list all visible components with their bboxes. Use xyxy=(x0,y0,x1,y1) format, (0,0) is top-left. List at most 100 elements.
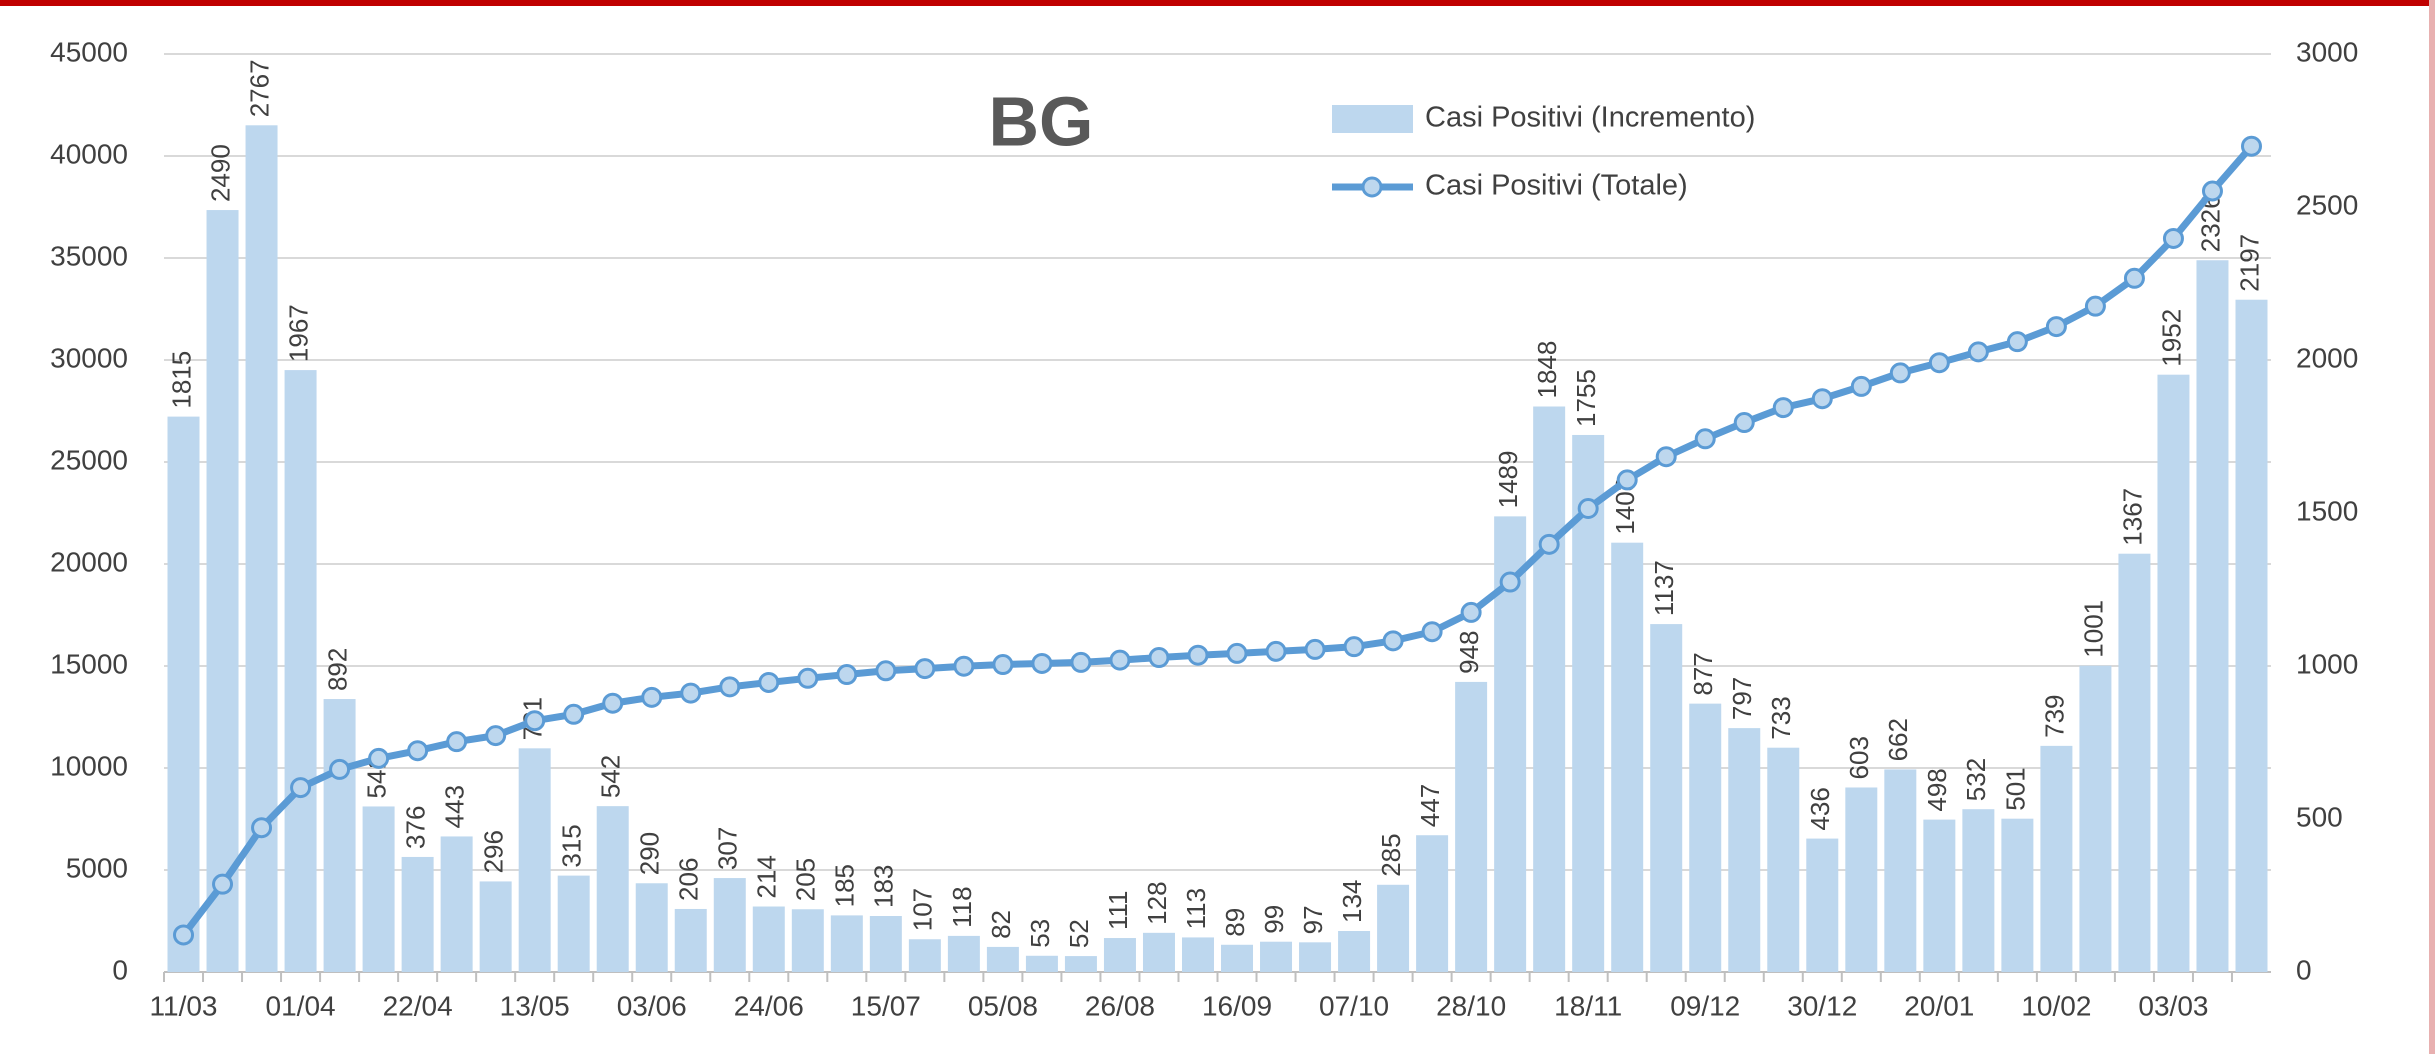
data-label: 205 xyxy=(791,858,821,901)
line-marker xyxy=(329,758,351,780)
line-marker xyxy=(836,664,858,686)
data-label: 1755 xyxy=(1571,369,1601,427)
data-label: 290 xyxy=(635,832,665,875)
line-marker xyxy=(1499,571,1521,593)
bar xyxy=(1806,838,1839,972)
line-marker xyxy=(2084,295,2106,317)
data-label: 2767 xyxy=(244,59,274,117)
line-marker xyxy=(1226,642,1248,664)
line-marker xyxy=(2123,267,2145,289)
bar xyxy=(2118,553,2151,972)
data-label: 1489 xyxy=(1493,451,1523,509)
bar xyxy=(1884,769,1917,972)
bar xyxy=(1338,930,1371,972)
data-label: 107 xyxy=(908,888,938,931)
legend-swatch xyxy=(1332,105,1413,133)
data-label: 948 xyxy=(1454,631,1484,674)
bar xyxy=(479,881,512,972)
data-label: 447 xyxy=(1415,784,1445,827)
bar xyxy=(791,909,824,972)
bar xyxy=(1455,681,1488,972)
data-label: 376 xyxy=(400,806,430,849)
bar xyxy=(206,210,239,972)
data-label: 498 xyxy=(1922,768,1952,811)
data-label: 739 xyxy=(2039,694,2069,737)
y-tick-label: 45000 xyxy=(50,36,128,67)
line-marker xyxy=(407,740,429,762)
data-label: 214 xyxy=(752,855,782,898)
bar xyxy=(1377,884,1410,972)
bar xyxy=(284,370,317,972)
line-marker xyxy=(1811,388,1833,410)
data-label: 315 xyxy=(557,824,587,867)
bar xyxy=(1260,941,1293,972)
bar xyxy=(908,939,941,972)
line-marker xyxy=(953,655,975,677)
line-marker xyxy=(914,658,936,680)
x-tick-label: 10/02 xyxy=(2021,990,2091,1021)
bar xyxy=(1650,624,1683,972)
data-label: 118 xyxy=(947,886,977,927)
line-marker xyxy=(1655,446,1677,468)
x-tick-label: 01/04 xyxy=(266,990,336,1021)
data-label: 1137 xyxy=(1649,560,1679,616)
x-tick-label: 03/03 xyxy=(2138,990,2208,1021)
data-label: 134 xyxy=(1337,880,1367,923)
data-label: 89 xyxy=(1220,908,1250,937)
line-marker xyxy=(1850,375,1872,397)
line-marker xyxy=(1538,533,1560,555)
data-label: 1848 xyxy=(1532,341,1562,399)
data-label: 206 xyxy=(674,858,704,901)
y2-tick-label: 500 xyxy=(2296,801,2343,832)
line-marker xyxy=(1187,644,1209,666)
line-marker xyxy=(1070,651,1092,673)
x-tick-label: 22/04 xyxy=(383,990,453,1021)
line-marker xyxy=(680,682,702,704)
bar xyxy=(167,416,200,972)
line-marker xyxy=(1304,638,1326,660)
y-tick-label: 10000 xyxy=(50,750,128,781)
y2-tick-label: 3000 xyxy=(2296,36,2358,67)
bar xyxy=(2040,745,2073,972)
bar xyxy=(1533,406,1566,973)
data-label: 1967 xyxy=(283,304,313,362)
line-marker xyxy=(2006,331,2028,353)
data-label: 307 xyxy=(713,827,743,870)
bar xyxy=(1416,835,1449,972)
line-marker xyxy=(1889,362,1911,384)
line-marker xyxy=(2162,227,2184,249)
legend-label: Casi Positivi (Incremento) xyxy=(1425,102,1755,134)
bar xyxy=(2235,299,2268,972)
line-marker xyxy=(1616,469,1638,491)
line-marker xyxy=(485,725,507,747)
y-tick-label: 30000 xyxy=(50,342,128,373)
data-label: 97 xyxy=(1298,905,1328,934)
line-marker xyxy=(875,660,897,682)
y-tick-label: 5000 xyxy=(66,852,128,883)
bar xyxy=(401,856,434,972)
y-tick-label: 40000 xyxy=(50,138,128,169)
bar xyxy=(1572,434,1605,973)
x-tick-label: 18/11 xyxy=(1554,990,1622,1021)
bar xyxy=(1142,932,1175,972)
bar xyxy=(1064,956,1097,972)
data-label: 436 xyxy=(1805,787,1835,830)
bar xyxy=(947,935,980,972)
data-label: 662 xyxy=(1883,718,1913,761)
data-label: 501 xyxy=(2000,767,2030,810)
bar xyxy=(440,836,473,972)
line xyxy=(180,143,2255,938)
top-border xyxy=(0,0,2435,6)
line-marker xyxy=(1148,647,1170,669)
line-marker xyxy=(1577,498,1599,520)
line-marker xyxy=(173,924,195,946)
line-marker xyxy=(368,747,390,769)
data-label: 733 xyxy=(1766,696,1796,739)
y-tick-label: 35000 xyxy=(50,240,128,271)
bar xyxy=(2157,374,2190,972)
bar xyxy=(362,806,395,972)
line-marker xyxy=(1031,652,1053,674)
bar xyxy=(1103,938,1136,972)
bar xyxy=(1845,787,1878,972)
bar xyxy=(518,748,551,972)
